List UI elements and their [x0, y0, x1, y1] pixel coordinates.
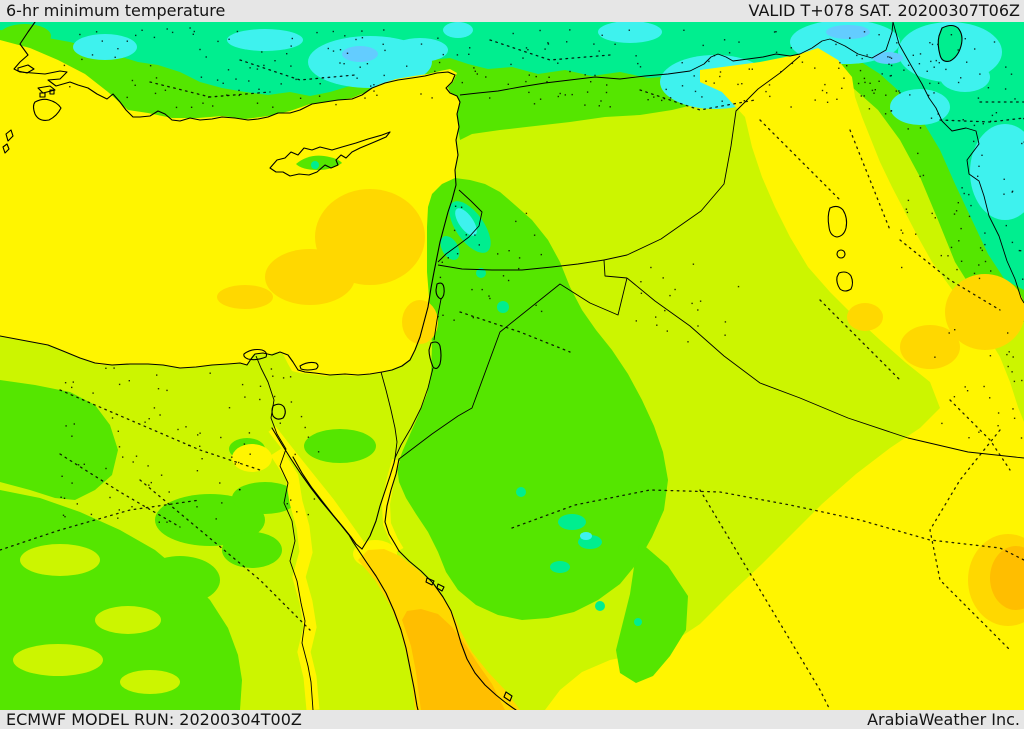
temperature-map-canvas — [0, 22, 1024, 710]
terrain-speckles — [60, 27, 1024, 523]
coastlines — [0, 22, 963, 710]
valid-time-label: VALID T+078 SAT. 20200307T06Z — [748, 1, 1020, 20]
temperature-field — [0, 22, 1024, 710]
nile-river — [255, 355, 314, 710]
admin-boundaries — [0, 39, 1024, 710]
brand-label: ArabiaWeather Inc. — [867, 709, 1020, 729]
model-run-label: ECMWF MODEL RUN: 20200304T00Z — [6, 709, 302, 729]
footer-bar: ECMWF MODEL RUN: 20200304T00Z ArabiaWeat… — [0, 710, 1024, 729]
country-borders — [380, 22, 1024, 460]
temperature-map — [0, 22, 1024, 710]
header-bar: 6-hr minimum temperature VALID T+078 SAT… — [0, 0, 1024, 22]
page-title: 6-hr minimum temperature — [6, 1, 226, 20]
